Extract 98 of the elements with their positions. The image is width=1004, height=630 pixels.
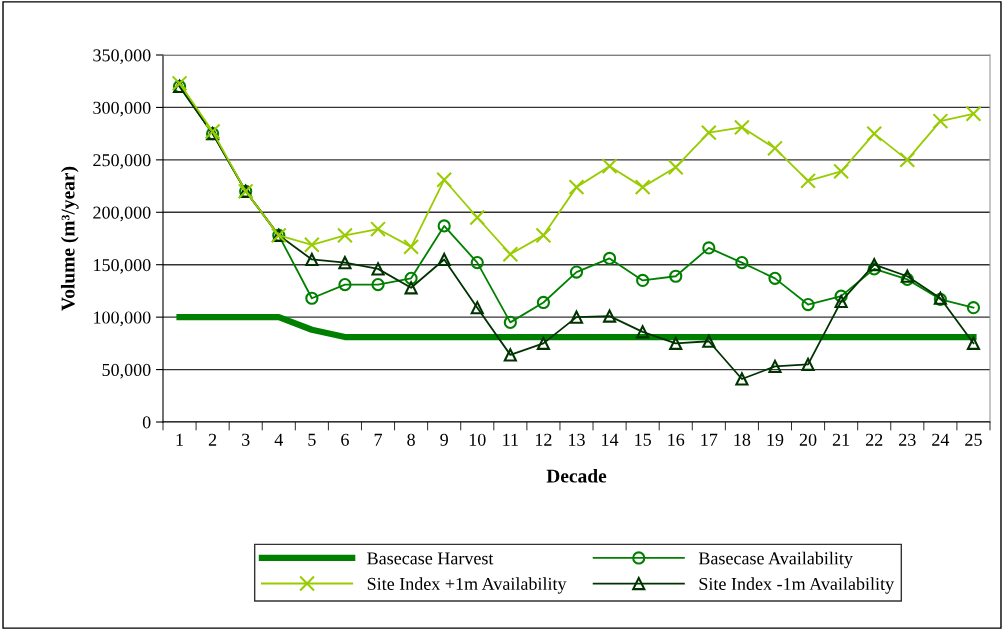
x-tick-label: 14 [602,433,619,446]
x-tick-label: 22 [865,433,883,446]
point [636,325,650,339]
point [305,291,319,305]
point [569,265,584,279]
y-tick-label: 100,000 [94,311,151,327]
point [470,256,484,270]
x-tick-label: 5 [308,433,316,446]
y-tick-label: 0 [142,416,151,429]
point [371,262,385,276]
y-axis-title: Volume (m³/year) [60,166,79,311]
point [470,301,484,315]
point [702,241,716,255]
point [801,357,815,371]
point [733,119,750,136]
point [702,334,716,348]
x-axis-title: Decade [546,468,607,483]
point [966,301,981,315]
point [602,251,617,266]
legend-label: Site Index -1m Availability [699,577,895,594]
x-tick-label: 12 [535,433,552,446]
point [834,289,848,303]
point [966,336,981,350]
point [502,246,519,263]
x-tick-label: 23 [899,433,916,446]
point [932,113,949,130]
y-tick-label: 50,000 [102,363,151,379]
point [867,262,881,276]
x-tick-label: 25 [965,433,982,446]
x-tick-label: 7 [374,433,383,446]
legend-label: Basecase Harvest [367,552,494,565]
point [669,269,683,283]
point [965,105,982,122]
x-tick-label: 16 [668,433,685,446]
point [336,227,353,244]
point [602,309,617,323]
point [867,258,881,272]
point [404,281,418,295]
y-tick-label: 300,000 [93,101,151,117]
x-tick-label: 6 [341,433,349,446]
point [834,294,848,309]
x-tick-label: 10 [469,433,486,446]
point [800,172,817,189]
legend-label: Site Index +1m Availability [367,577,567,594]
point [536,295,551,310]
point [700,124,717,141]
y-tick-label: 200,000 [93,206,151,222]
point [436,171,453,188]
x-tick-label: 24 [932,433,950,446]
point [801,297,815,312]
x-tick-label: 9 [440,433,448,446]
point [536,336,551,350]
point [535,227,552,244]
x-tick-label: 8 [407,433,415,446]
point [370,221,386,238]
point [303,236,320,253]
point [503,315,517,329]
point [866,125,883,142]
x-tick-label: 11 [503,433,518,446]
point [833,163,850,180]
point [636,273,650,288]
point [899,151,916,168]
point [768,271,782,285]
x-tick-label: 15 [635,433,651,446]
point [735,256,749,270]
point [404,271,418,285]
x-tick-label: 20 [799,433,817,446]
legend-label: Basecase Availability [698,551,853,569]
y-tick-label: 350,000 [93,49,151,65]
y-tick-label: 150,000 [94,258,151,274]
point [338,278,352,292]
point [735,372,749,386]
x-tick-label: 2 [208,433,217,446]
point [469,209,486,226]
x-tick-label: 18 [734,433,751,446]
point [437,252,451,267]
point [503,348,517,362]
point [403,238,420,255]
point [667,159,684,176]
point [568,179,585,196]
point [437,219,451,233]
point [371,278,385,292]
point [569,310,584,324]
x-tick-label: 4 [274,433,284,446]
point [767,140,783,157]
x-tick-label: 3 [242,433,250,446]
x-tick-label: 21 [832,433,850,446]
x-tick-label: 19 [767,433,784,446]
x-tick-label: 1 [176,433,183,446]
point [338,256,352,270]
point [601,158,618,175]
point [669,336,683,350]
point [768,359,782,374]
point [305,252,319,267]
x-tick-label: 17 [701,433,718,446]
x-tick-label: 13 [569,433,585,446]
point [634,179,651,196]
y-tick-label: 250,000 [93,154,151,169]
